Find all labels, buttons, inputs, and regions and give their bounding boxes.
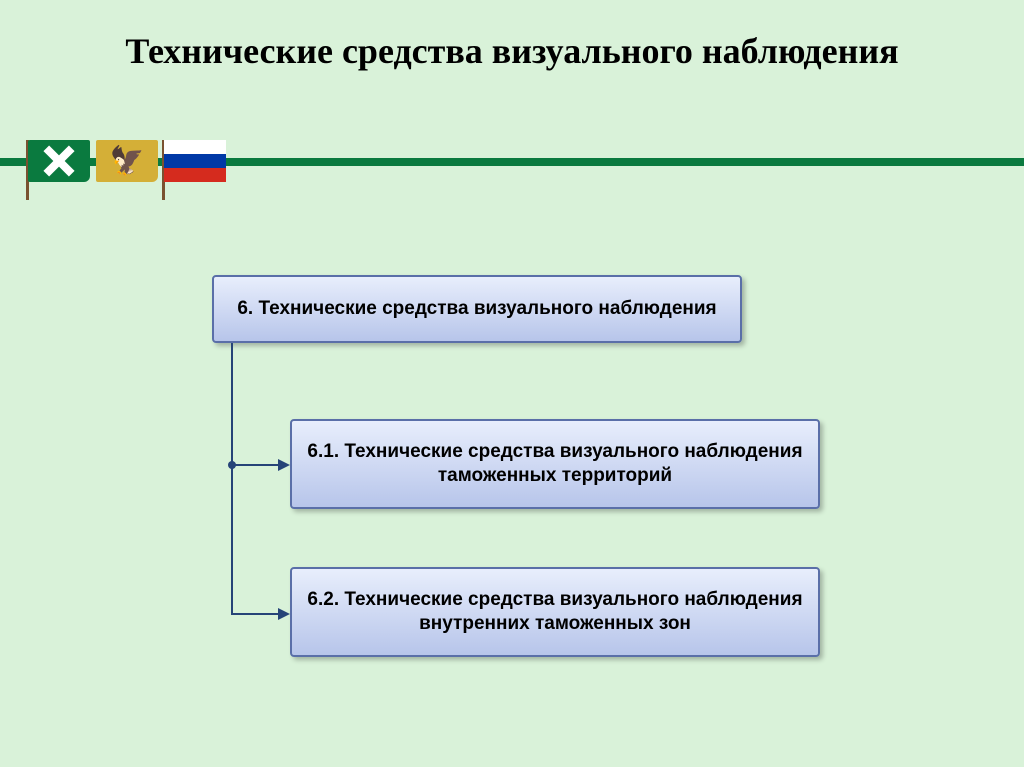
- slide-title: Технические средства визуального наблюде…: [0, 0, 1024, 75]
- connector-branch: [231, 613, 284, 615]
- emblem-group: 🦅: [28, 140, 226, 182]
- russian-flag-icon: [164, 140, 226, 182]
- arrow-right-icon: [278, 608, 290, 620]
- customs-flag-icon: [28, 140, 90, 182]
- connector-trunk: [231, 343, 233, 613]
- flowchart-node: 6.2. Технические средства визуального на…: [290, 567, 820, 657]
- flowchart-node: 6. Технические средства визуального набл…: [212, 275, 742, 343]
- slide: Технические средства визуального наблюде…: [0, 0, 1024, 767]
- connector-junction-icon: [228, 461, 236, 469]
- arrow-right-icon: [278, 459, 290, 471]
- flowchart-node: 6.1. Технические средства визуального на…: [290, 419, 820, 509]
- customs-emblem-icon: 🦅: [96, 140, 158, 182]
- connector-branch: [231, 464, 284, 466]
